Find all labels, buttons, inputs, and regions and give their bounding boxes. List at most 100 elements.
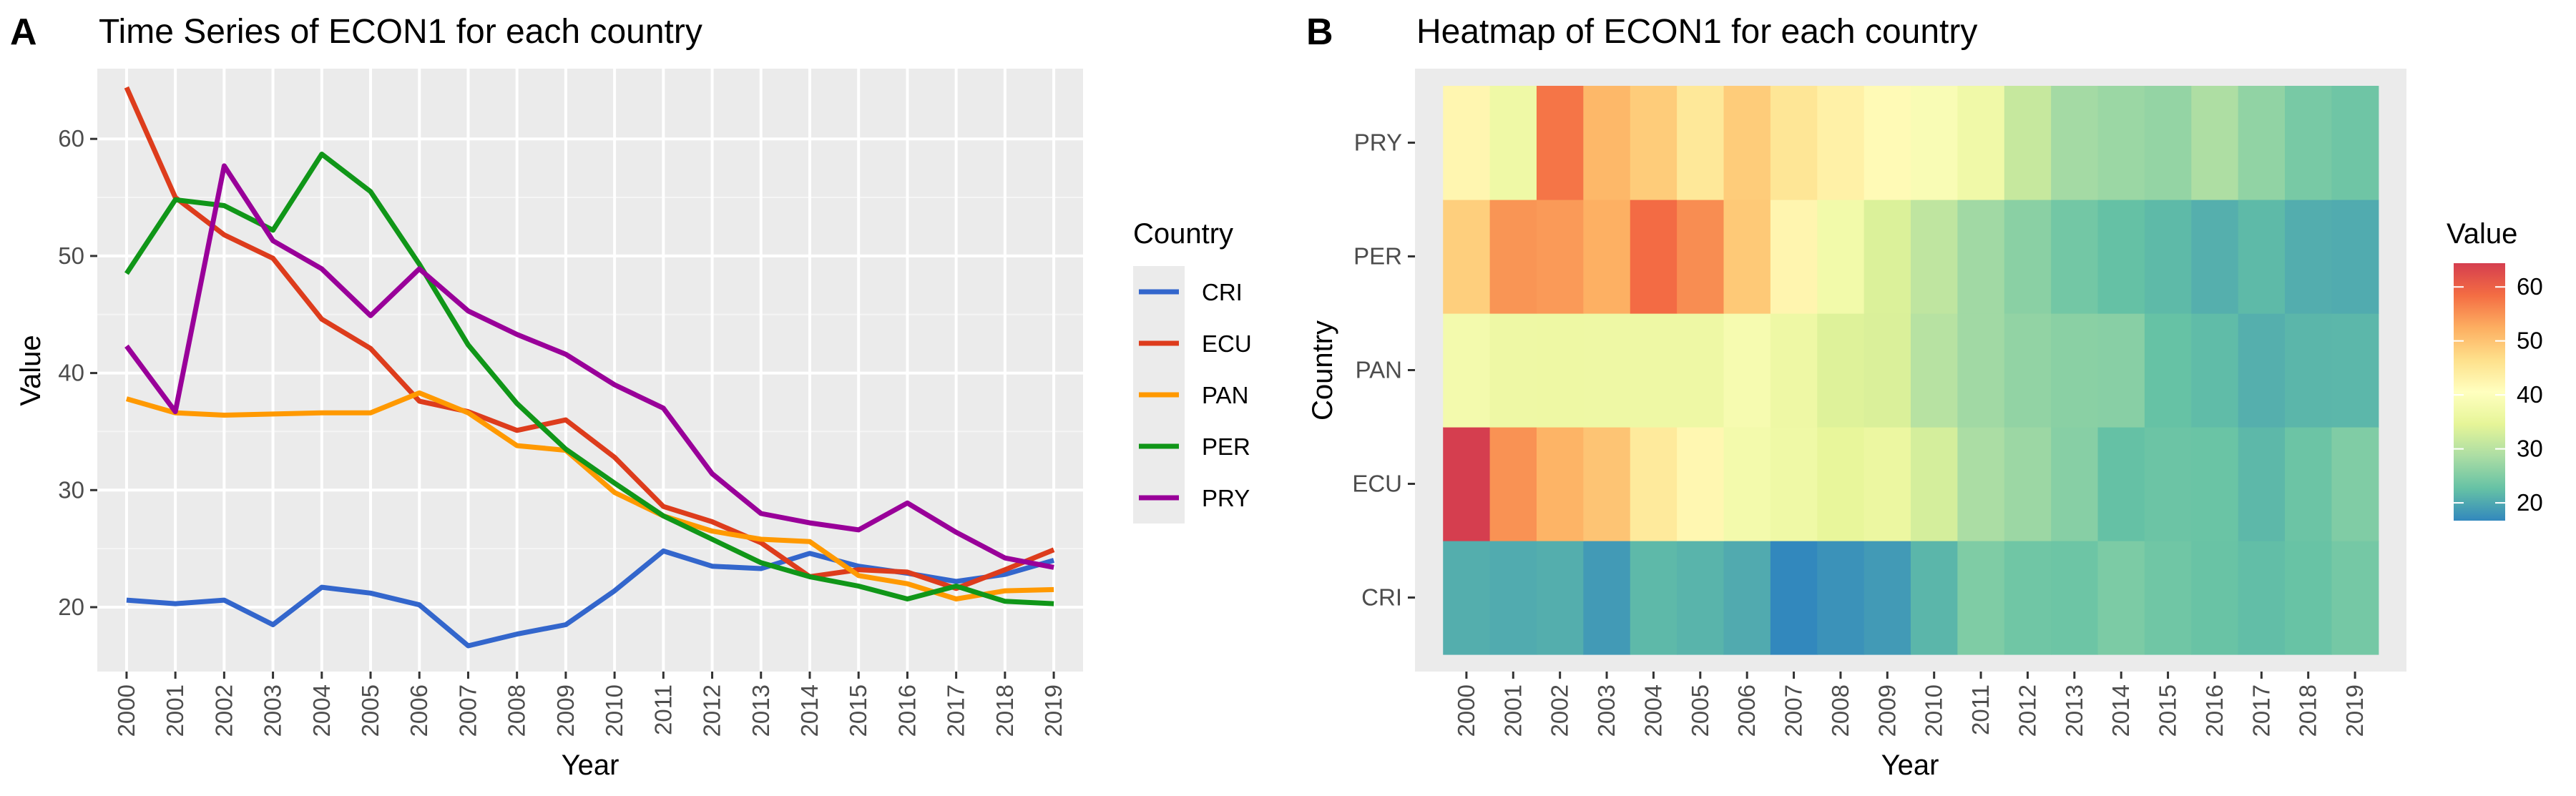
panel-b-cell-ecu: [2238, 427, 2286, 541]
panel-a-x-tick-label: 2000: [113, 684, 139, 737]
panel-b-cell-cri: [1911, 541, 1958, 655]
panel-a-legend-label-per: PER: [1202, 433, 1250, 460]
panel-b-cell-cri: [2051, 541, 2099, 655]
panel-b-cell-ecu: [1817, 427, 1865, 541]
panel-b-cell-ecu: [2191, 427, 2239, 541]
panel-b-x-tick-label: 2009: [1874, 684, 1900, 737]
panel-b-cell-pry: [2004, 86, 2052, 200]
panel-b-cell-pry: [2191, 86, 2239, 200]
panel-a-y-tick-label: 40: [58, 360, 84, 386]
panel-a-x-tick-label: 2001: [162, 684, 188, 737]
panel-b-x-tick-label: 2017: [2248, 684, 2274, 737]
panel-b-cell-per: [2331, 200, 2379, 314]
panel-b-letter: B: [1306, 11, 1333, 53]
panel-b-cell-cri: [2285, 541, 2332, 655]
panel-b-cell-pan: [1536, 313, 1584, 428]
panel-b-x-tick-label: 2014: [2107, 684, 2134, 737]
panel-b-cell-per: [2097, 200, 2145, 314]
panel-b-cell-per: [1723, 200, 1771, 314]
panel-b-x-tick-label: 2019: [2341, 684, 2368, 737]
panel-a-line-pan: [125, 390, 1054, 601]
panel-b-cell-cri: [2097, 541, 2145, 655]
panel-b-cell-pan: [2051, 313, 2099, 428]
panel-b-cell-cri: [1770, 541, 1818, 655]
panel-b-cell-pry: [2097, 86, 2145, 200]
panel-b-cell-pry: [1677, 86, 1725, 200]
panel-b-cell-ecu: [2144, 427, 2192, 541]
panel-b-colorbar-tick-label: 60: [2517, 273, 2543, 300]
panel-b-cell-pry: [1489, 86, 1537, 200]
panel-b-cell-ecu: [1723, 427, 1771, 541]
panel-b-cell-cri: [1723, 541, 1771, 655]
panel-b-x-tick-label: 2018: [2295, 684, 2321, 737]
panel-b-x-tick-label: 2004: [1640, 684, 1666, 737]
panel-b-cell-pan: [2097, 313, 2145, 428]
panel-b-cell-cri: [2331, 541, 2379, 655]
panel-a-line-pry: [124, 163, 1054, 570]
panel-b-cell-cri: [1677, 541, 1725, 655]
panel-a-x-tick-label: 2002: [210, 684, 237, 737]
panel-b-cell-pry: [1864, 86, 1911, 200]
panel-b-cell-pan: [1911, 313, 1958, 428]
panel-b-cell-pry: [2331, 86, 2379, 200]
panel-a-x-tick-label: 2009: [552, 684, 579, 737]
panel-b-cell-cri: [1817, 541, 1865, 655]
panel-a-x-tick-label: 2011: [650, 684, 676, 735]
panel-b-cell-per: [1489, 200, 1537, 314]
panel-b-cell-per: [1770, 200, 1818, 314]
panel-b-cell-ecu: [2004, 427, 2052, 541]
panel-a-line-ecu: [124, 86, 1055, 591]
panel-b-cell-cri: [2004, 541, 2052, 655]
panel-b-x-tick-label: 2007: [1781, 684, 1807, 737]
panel-a-y-axis-title: Value: [15, 335, 46, 406]
panel-a-y-tick-label: 50: [58, 242, 84, 269]
panel-b-cell-pan: [1489, 313, 1537, 428]
panel-b-y-tick-label: ECU: [1352, 471, 1402, 497]
panel-b-x-tick-label: 2016: [2201, 684, 2228, 737]
panel-a-x-tick-label: 2016: [893, 684, 920, 737]
panel-b-x-tick-label: 2015: [2155, 684, 2181, 737]
panel-a: A Time Series of ECON1 for each country …: [10, 11, 1252, 781]
panel-b-cell-per: [2144, 200, 2192, 314]
panel-b-cell-pan: [2331, 313, 2379, 428]
panel-b-colorbar-ticks: 20 30 40 50 60: [2454, 273, 2543, 516]
panel-b-legend-title: Value: [2447, 218, 2517, 250]
panel-b-cell-pry: [1911, 86, 1958, 200]
panel-a-x-tick-label: 2014: [796, 684, 823, 737]
panel-b-cell-pry: [1630, 86, 1678, 200]
panel-b-x-tick-label: 2001: [1499, 684, 1526, 737]
panel-b-legend: Value 20 30 40 50 60: [2447, 218, 2543, 521]
panel-b-cell-ecu: [1489, 427, 1537, 541]
panel-b-cell-pan: [1443, 313, 1491, 428]
panel-b-cell-cri: [2191, 541, 2239, 655]
panel-b-cell-ecu: [1677, 427, 1725, 541]
panel-b-cell-ecu: [1770, 427, 1818, 541]
panel-b-title: Heatmap of ECON1 for each country: [1416, 13, 1977, 51]
panel-b-cell-per: [1536, 200, 1584, 314]
panel-a-legend: Country CRI ECU PAN PER PRY: [1133, 218, 1252, 524]
panel-a-legend-label-ecu: ECU: [1202, 330, 1252, 357]
panel-b-cell-ecu: [1864, 427, 1911, 541]
panel-a-y-tick-label: 30: [58, 476, 84, 503]
panel-b-cell-pan: [2285, 313, 2332, 428]
panel-b-cell-cri: [1443, 541, 1491, 655]
panel-b-cell-pry: [1817, 86, 1865, 200]
panel-b-cell-ecu: [1957, 427, 2005, 541]
panel-b-cell-pry: [2144, 86, 2192, 200]
panel-b-cell-per: [1443, 200, 1491, 314]
panel-a-legend-label-pan: PAN: [1202, 382, 1248, 408]
panel-b-y-tick-label: PRY: [1354, 129, 1402, 156]
panel-a-series-lines: [124, 86, 1055, 649]
panel-b-x-tick-label: 2003: [1593, 684, 1620, 737]
panel-b-cell-pan: [1677, 313, 1725, 428]
panel-b-cell-pan: [1817, 313, 1865, 428]
panel-b-cell-pry: [1536, 86, 1584, 200]
panel-b-cell-cri: [1583, 541, 1631, 655]
panel-a-x-axis-title: Year: [562, 750, 619, 781]
panel-b-heatmap-cells: [1443, 86, 2379, 655]
panel-a-legend-label-cri: CRI: [1202, 279, 1243, 305]
panel-a-x-tick-label: 2006: [406, 684, 432, 737]
panel-b-x-tick-label: 2006: [1733, 684, 1760, 737]
panel-b-cell-per: [1864, 200, 1911, 314]
